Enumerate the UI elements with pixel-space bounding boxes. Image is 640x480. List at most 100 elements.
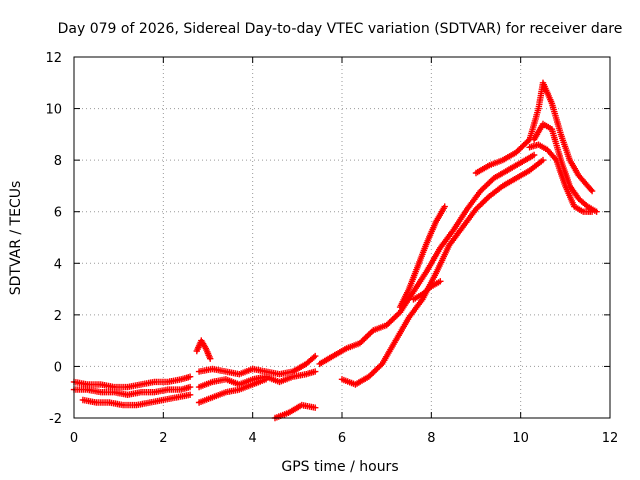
y-tick-label: 8: [54, 154, 62, 169]
data-point: [153, 380, 156, 384]
series-trace-m: [472, 79, 596, 195]
y-tick-label: 12: [45, 51, 62, 66]
x-tick-label: 10: [512, 431, 529, 446]
data-point: [113, 385, 116, 389]
x-tick-label: 6: [338, 431, 346, 446]
data-point: [211, 380, 214, 384]
data-point: [251, 378, 254, 381]
data-point: [474, 171, 478, 175]
data-point: [532, 153, 536, 157]
data-point: [126, 393, 129, 396]
data-point: [568, 158, 571, 162]
x-tick-label: 8: [427, 431, 435, 446]
y-tick-label: 4: [54, 257, 62, 272]
series-trace-l: [410, 278, 444, 303]
data-point: [385, 323, 388, 327]
x-tick-label: 0: [70, 431, 78, 446]
data-point: [113, 391, 116, 394]
data-point: [314, 354, 317, 358]
data-point: [425, 241, 429, 244]
data-point: [197, 370, 201, 373]
x-tick-label: 12: [602, 431, 619, 446]
data-point: [197, 401, 201, 404]
data-point: [398, 305, 402, 309]
x-tick-label: 4: [249, 431, 257, 446]
data-point: [448, 244, 451, 247]
data-point: [166, 388, 169, 391]
data-point: [488, 164, 491, 167]
data-point: [108, 401, 111, 404]
data-point: [452, 228, 455, 231]
data-point: [291, 375, 295, 378]
data-point: [550, 128, 554, 131]
data-point: [278, 372, 281, 376]
data-point: [577, 197, 580, 201]
data-point: [586, 184, 589, 188]
data-point: [86, 383, 89, 386]
data-points: [70, 79, 600, 422]
data-point: [595, 210, 598, 213]
y-tick-label: 2: [54, 309, 62, 324]
data-point: [200, 339, 203, 342]
data-point: [264, 370, 268, 373]
data-point: [81, 398, 85, 402]
data-point: [238, 372, 241, 376]
data-point: [139, 383, 143, 386]
data-point: [537, 107, 540, 110]
data-point: [421, 298, 424, 301]
data-point: [331, 354, 335, 358]
series-trace-d: [193, 337, 214, 362]
data-point: [506, 169, 509, 172]
data-point: [528, 138, 531, 141]
data-point: [224, 370, 228, 373]
data-point: [590, 189, 594, 193]
data-point: [515, 151, 518, 154]
data-point: [314, 406, 317, 409]
data-point: [314, 370, 317, 373]
data-point: [99, 391, 103, 394]
data-point: [461, 225, 464, 229]
data-point: [126, 385, 129, 389]
data-point: [180, 388, 183, 391]
data-point: [345, 347, 348, 350]
data-point: [95, 401, 98, 404]
series-trace-a: [70, 373, 194, 391]
y-tick-label: 6: [54, 206, 62, 221]
data-point: [407, 287, 411, 291]
data-point: [139, 391, 143, 394]
y-tick-label: 10: [45, 103, 62, 118]
data-point: [434, 220, 437, 224]
data-point: [86, 388, 89, 391]
data-point: [564, 184, 567, 188]
data-point: [501, 184, 504, 188]
data-point: [528, 146, 531, 149]
x-axis-label: GPS time / hours: [281, 459, 398, 475]
data-point: [568, 184, 571, 188]
data-point: [318, 362, 321, 366]
data-point: [162, 398, 165, 402]
data-point: [479, 189, 482, 193]
chart-title: Day 079 of 2026, Sidereal Day-to-day VTE…: [58, 21, 623, 37]
data-point: [367, 375, 370, 378]
series-trace-k: [396, 203, 448, 311]
data-point: [412, 290, 415, 293]
data-point: [398, 311, 402, 314]
data-point: [515, 176, 518, 180]
series-trace-n: [526, 141, 596, 215]
data-point: [135, 403, 138, 407]
axis-ticks: 0 2 4 6 8 10 12 -2 0 2 4 6 8 10 12: [45, 51, 618, 446]
data-point: [211, 396, 214, 399]
y-axis-label: SDTVAR / TECUs: [8, 181, 24, 296]
data-point: [166, 380, 169, 384]
data-point: [99, 383, 103, 386]
data-point: [488, 195, 491, 198]
data-point: [278, 380, 281, 384]
data-point: [209, 357, 212, 360]
data-point: [251, 367, 254, 371]
grid-lines: [74, 57, 610, 418]
data-point: [381, 362, 384, 366]
series-trace-i: [316, 151, 538, 368]
data-point: [195, 349, 199, 353]
